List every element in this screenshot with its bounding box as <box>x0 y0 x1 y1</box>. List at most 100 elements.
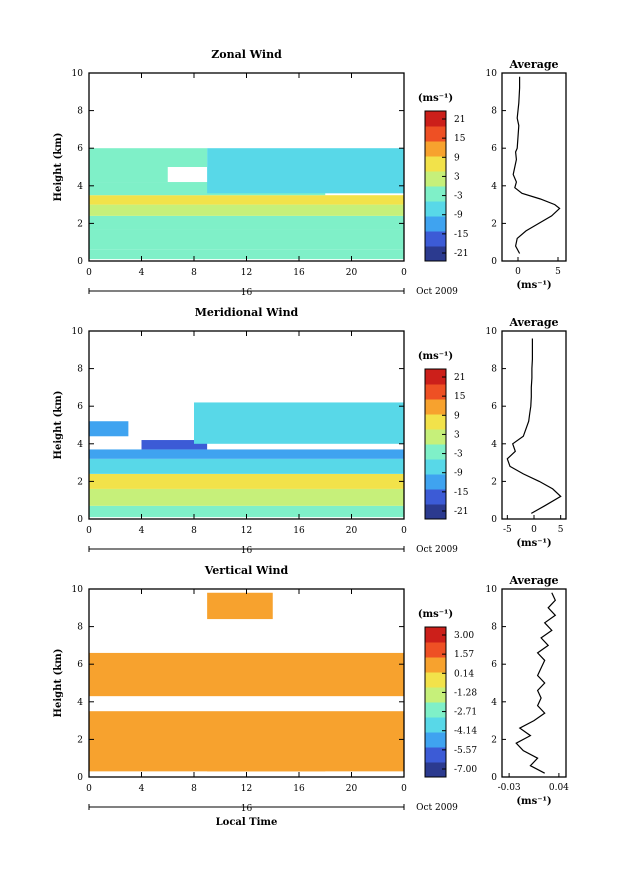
data-band <box>89 167 168 183</box>
average-x-tick-label: -5 <box>503 525 512 535</box>
colorbar-segment <box>425 414 446 430</box>
colorbar-segment <box>425 246 446 262</box>
y-tick-label: 8 <box>77 365 83 375</box>
x-tick-label: 20 <box>346 268 358 278</box>
colorbar-tick-label: -21 <box>454 249 469 259</box>
colorbar-frame <box>424 368 447 520</box>
average-y-tick-label: 8 <box>491 107 497 117</box>
colorbar-segment <box>425 672 446 688</box>
colorbar-tick-label: 9 <box>454 153 460 163</box>
y-axis-label: Height (km) <box>53 133 64 202</box>
average-y-tick-label: 2 <box>491 219 497 229</box>
date-label: Oct 2009 <box>416 803 458 813</box>
chart-title: Zonal Wind <box>211 48 282 61</box>
data-band <box>89 449 404 459</box>
y-tick-label: 6 <box>77 144 83 154</box>
data-band <box>207 592 273 620</box>
x-axis-label: Local Time <box>216 817 278 828</box>
date-label: Oct 2009 <box>416 287 458 297</box>
colorbar-tick-label: 15 <box>454 392 466 402</box>
x-tick-label: 16 <box>293 268 305 278</box>
data-band <box>89 249 404 260</box>
colorbar-segment <box>425 657 446 673</box>
colorbar-tick-label: -4.14 <box>454 727 477 737</box>
colorbar-segment <box>425 459 446 475</box>
colorbar-tick-label: 3.00 <box>454 631 474 641</box>
average-y-tick-label: 10 <box>486 327 498 337</box>
colorbar-tick-label: 3 <box>454 172 460 182</box>
y-tick-label: 4 <box>77 182 83 192</box>
y-tick-label: 2 <box>77 735 83 745</box>
colorbar-tick-label: -15 <box>454 488 469 498</box>
x-tick-label: 0 <box>401 784 407 794</box>
colorbar-segment <box>425 717 446 733</box>
colorbar-segment <box>425 504 446 520</box>
data-band <box>89 421 129 437</box>
y-tick-label: 6 <box>77 402 83 412</box>
y-tick-label: 0 <box>77 773 83 783</box>
colorbar-segment <box>425 399 446 415</box>
data-band <box>207 728 326 772</box>
average-y-tick-label: 4 <box>491 440 497 450</box>
day-label: 16 <box>241 288 253 298</box>
average-profile-line <box>506 338 562 514</box>
average-y-tick-label: 8 <box>491 623 497 633</box>
average-y-tick-label: 6 <box>491 144 497 154</box>
data-band <box>207 148 404 194</box>
x-tick-label: 20 <box>346 784 358 794</box>
y-axis-label: Height (km) <box>53 391 64 460</box>
data-band <box>89 505 404 518</box>
chart-title: Meridional Wind <box>195 306 299 319</box>
colorbar-tick-label: 1.57 <box>454 650 474 660</box>
y-tick-label: 8 <box>77 107 83 117</box>
average-y-tick-label: 2 <box>491 477 497 487</box>
colorbar-tick-label: -1.28 <box>454 688 477 698</box>
y-tick-label: 6 <box>77 660 83 670</box>
average-y-tick-label: 4 <box>491 698 497 708</box>
colorbar-segment <box>425 489 446 505</box>
x-tick-label: 12 <box>241 526 252 536</box>
colorbar-segment <box>425 156 446 172</box>
colorbar-tick-label: 3 <box>454 430 460 440</box>
x-tick-label: 12 <box>241 268 252 278</box>
colorbar-tick-label: 9 <box>454 411 460 421</box>
y-tick-label: 0 <box>77 515 83 525</box>
x-tick-label: 0 <box>401 526 407 536</box>
average-x-label: (ms⁻¹) <box>516 796 551 807</box>
colorbar-segment <box>425 384 446 400</box>
average-y-tick-label: 10 <box>486 69 498 79</box>
colorbar-segment <box>425 762 446 778</box>
colorbar-segment <box>425 702 446 718</box>
colorbar-tick-label: -2.71 <box>454 708 477 718</box>
x-tick-label: 0 <box>401 268 407 278</box>
x-tick-label: 4 <box>139 784 145 794</box>
y-tick-label: 2 <box>77 477 83 487</box>
colorbar-tick-label: -9 <box>454 211 463 221</box>
colorbar-tick-label: -15 <box>454 230 469 240</box>
average-title: Average <box>508 574 558 587</box>
colorbar-segment <box>425 171 446 187</box>
average-x-tick-label: 0.04 <box>549 783 569 793</box>
x-tick-label: 12 <box>241 784 252 794</box>
average-frame <box>501 588 567 778</box>
data-band <box>194 402 404 444</box>
colorbar-tick-label: 0.14 <box>454 669 474 679</box>
average-y-tick-label: 0 <box>491 515 497 525</box>
colorbar-tick-label: 21 <box>454 373 465 383</box>
colorbar-tick-label: -7.00 <box>454 765 477 775</box>
colorbar-segment <box>425 444 446 460</box>
x-tick-label: 8 <box>191 784 197 794</box>
x-tick-label: 4 <box>139 268 145 278</box>
data-band <box>89 473 404 489</box>
average-x-label: (ms⁻¹) <box>516 280 551 291</box>
colorbar-unit: (ms⁻¹) <box>418 351 453 362</box>
average-x-tick-label: 0 <box>515 267 521 277</box>
average-profile-line <box>515 592 557 774</box>
x-tick-label: 0 <box>86 526 92 536</box>
average-x-tick-label: 5 <box>555 267 561 277</box>
x-tick-label: 16 <box>293 526 305 536</box>
colorbar-tick-label: -3 <box>454 192 463 202</box>
average-y-tick-label: 10 <box>486 585 498 595</box>
